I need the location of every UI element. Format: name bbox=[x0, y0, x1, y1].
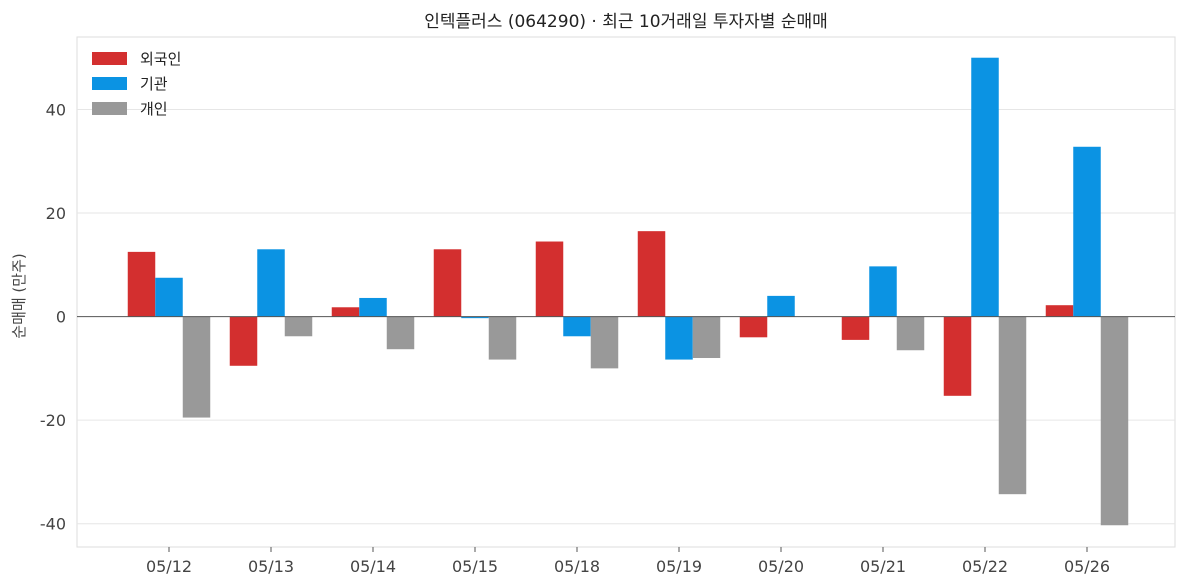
bar bbox=[841, 316, 870, 340]
bar bbox=[257, 249, 285, 317]
x-tick-label: 05/13 bbox=[248, 557, 294, 576]
bar bbox=[386, 316, 415, 350]
x-tick-label: 05/19 bbox=[656, 557, 702, 576]
bar bbox=[590, 316, 619, 369]
x-tick-label: 05/20 bbox=[758, 557, 804, 576]
bar bbox=[461, 316, 489, 319]
x-tick-label: 05/18 bbox=[554, 557, 600, 576]
x-tick-label: 05/14 bbox=[350, 557, 396, 576]
bar bbox=[739, 316, 768, 338]
bar bbox=[127, 251, 156, 317]
bar bbox=[767, 295, 795, 317]
x-tick-label: 05/15 bbox=[452, 557, 498, 576]
legend-swatch bbox=[92, 52, 127, 65]
legend-label: 개인 bbox=[140, 100, 168, 118]
bar bbox=[692, 316, 721, 359]
bar bbox=[331, 307, 360, 317]
legend-swatch bbox=[92, 77, 127, 90]
bar bbox=[182, 316, 211, 418]
bar bbox=[229, 316, 258, 366]
bar bbox=[359, 297, 387, 317]
y-tick-label: 40 bbox=[46, 100, 66, 119]
bar bbox=[971, 57, 999, 317]
bar bbox=[535, 241, 564, 317]
legend-label: 외국인 bbox=[140, 50, 181, 68]
bar bbox=[1073, 146, 1101, 317]
x-tick-label: 05/26 bbox=[1064, 557, 1110, 576]
bar bbox=[1100, 316, 1129, 526]
legend-label: 기관 bbox=[140, 75, 168, 93]
bar bbox=[433, 249, 462, 317]
bar bbox=[637, 231, 666, 317]
bar bbox=[488, 316, 517, 360]
chart-title: 인텍플러스 (064290) · 최근 10거래일 투자자별 순매매 bbox=[424, 12, 828, 32]
legend-swatch bbox=[92, 102, 127, 115]
x-tick-label: 05/22 bbox=[962, 557, 1008, 576]
x-tick-label: 05/21 bbox=[860, 557, 906, 576]
bars-layer bbox=[127, 57, 1129, 526]
axis-layer: -40 -20 0 20 40 05/12 05/13 05/14 05/15 05/18 05/1… bbox=[40, 100, 1175, 576]
bar bbox=[869, 266, 897, 317]
bar bbox=[998, 316, 1027, 495]
plot-area bbox=[76, 36, 1176, 548]
bar bbox=[563, 316, 591, 337]
y-tick-label: 0 bbox=[56, 308, 66, 327]
bar bbox=[284, 316, 313, 337]
y-axis-label: 순매매 (만주) bbox=[10, 253, 28, 338]
bar bbox=[155, 277, 183, 317]
x-tick-label: 05/12 bbox=[146, 557, 192, 576]
bar bbox=[665, 316, 693, 360]
bar bbox=[896, 316, 925, 351]
y-tick-label: 20 bbox=[46, 204, 66, 223]
y-tick-label: -40 bbox=[40, 515, 66, 534]
bar bbox=[1045, 305, 1074, 317]
bar bbox=[943, 316, 972, 396]
y-tick-label: -20 bbox=[40, 411, 66, 430]
